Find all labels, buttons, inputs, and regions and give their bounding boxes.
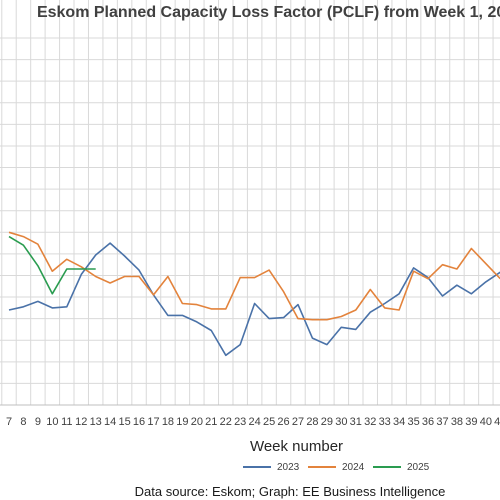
x-tick-labels: 7 8 9 10 11 12 13 14 15 16 17 18 19 20 21 22 23 24 25 26 27 2… — [6, 416, 500, 428]
legend-item-2025: 2025 — [373, 462, 429, 473]
legend-swatch-2025 — [373, 466, 401, 469]
x-tick-label: 17 — [147, 416, 159, 428]
x-tick-label: 21 — [205, 416, 217, 428]
x-tick-label: 26 — [277, 416, 289, 428]
x-tick-label: 7 — [6, 416, 12, 428]
x-tick-label: 20 — [191, 416, 203, 428]
x-tick-label: 13 — [90, 416, 102, 428]
legend-label-2023: 2023 — [277, 462, 300, 473]
legend-item-2023: 2023 — [243, 462, 299, 473]
legend-item-2024: 2024 — [308, 462, 364, 473]
x-tick-label: 28 — [306, 416, 318, 428]
legend-label-2024: 2024 — [342, 462, 365, 473]
x-tick-label: 12 — [75, 416, 87, 428]
x-tick-label: 15 — [118, 416, 130, 428]
x-tick-label: 30 — [335, 416, 347, 428]
x-tick-label: 34 — [393, 416, 405, 428]
x-tick-label: 9 — [35, 416, 41, 428]
series-lines — [8, 231, 500, 357]
x-tick-label: 14 — [104, 416, 116, 428]
x-tick-label: 33 — [379, 416, 391, 428]
legend-swatch-2023 — [243, 466, 271, 469]
x-tick-label: 32 — [364, 416, 376, 428]
series-line-2025 — [8, 235, 96, 295]
x-tick-label: 10 — [46, 416, 58, 428]
x-tick-label: 31 — [350, 416, 362, 428]
x-tick-label: 40 — [480, 416, 492, 428]
series-line-2023 — [8, 242, 500, 357]
chart-title: Eskom Planned Capacity Loss Factor (PCLF… — [36, 4, 500, 21]
x-tick-label: 11 — [61, 416, 72, 428]
x-tick-label: 39 — [465, 416, 477, 428]
legend-label-2025: 2025 — [407, 462, 430, 473]
x-tick-label: 16 — [133, 416, 145, 428]
x-tick-label: 8 — [20, 416, 26, 428]
x-tick-label: 22 — [220, 416, 232, 428]
x-tick-label: 36 — [422, 416, 434, 428]
data-source-note: Data source: Eskom; Graph: EE Business I… — [134, 484, 446, 499]
x-tick-label: 23 — [234, 416, 246, 428]
x-tick-label: 18 — [162, 416, 174, 428]
x-tick-label: 25 — [263, 416, 275, 428]
x-tick-label: 24 — [249, 416, 261, 428]
x-tick-label: 37 — [436, 416, 448, 428]
legend-swatch-2024 — [308, 466, 336, 469]
x-tick-label: 35 — [407, 416, 419, 428]
x-tick-label: 41 — [494, 416, 500, 428]
x-tick-label: 29 — [321, 416, 333, 428]
series-line-2024 — [8, 231, 500, 321]
chart-grid — [0, 0, 500, 406]
x-tick-label: 19 — [176, 416, 188, 428]
x-axis-label: Week number — [249, 438, 344, 455]
x-tick-label: 38 — [451, 416, 463, 428]
x-tick-label: 27 — [292, 416, 304, 428]
